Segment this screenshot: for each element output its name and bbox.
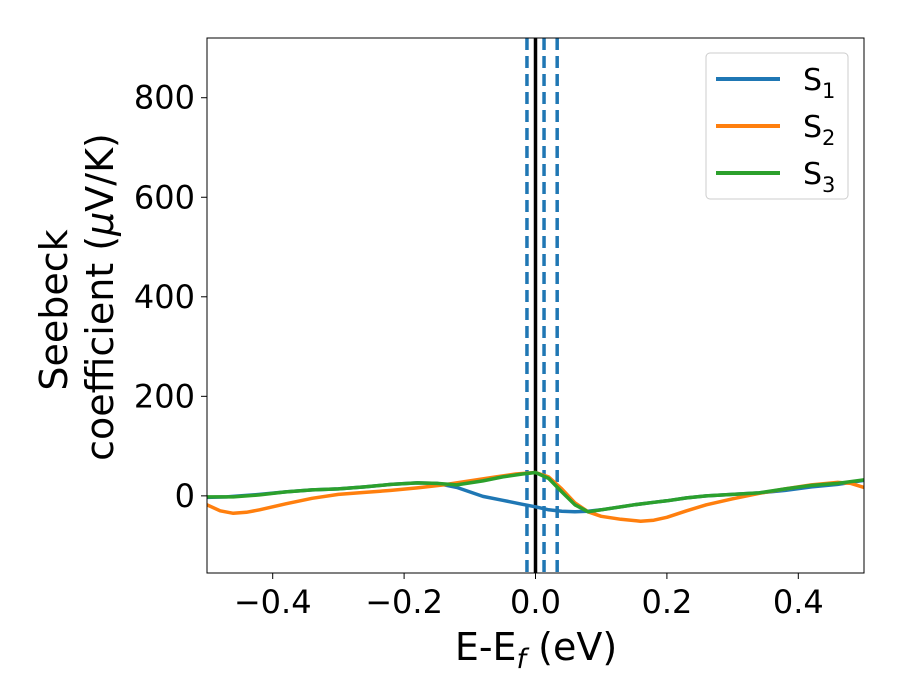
x-tick-label: 0.2 xyxy=(641,583,692,621)
legend-label-2: S2 xyxy=(803,110,835,150)
legend: S1 S2 S3 xyxy=(705,52,849,200)
series-line-3 xyxy=(207,470,864,514)
x-tick-label: 0.4 xyxy=(773,583,824,621)
x-axis-ticks: −0.4 −0.2 0.0 0.2 0.4 xyxy=(234,573,824,621)
y-tick-label: 400 xyxy=(134,278,195,316)
y-tick-label: 200 xyxy=(134,377,195,415)
x-tick-label: 0.0 xyxy=(510,583,561,621)
y-axis-ticks: 0 200 400 600 800 xyxy=(134,79,207,515)
fermi-level-lines xyxy=(525,38,559,573)
legend-label-1: S1 xyxy=(803,63,835,103)
x-tick-label: −0.4 xyxy=(234,583,312,621)
y-tick-label: 600 xyxy=(134,178,195,216)
y-axis-label-line1: Seebeck xyxy=(32,229,76,390)
y-axis-label: Seebeck coefficient (μV/K) xyxy=(32,133,122,461)
x-axis-label: E-Ef (eV) xyxy=(455,625,617,675)
y-tick-label: 0 xyxy=(175,477,195,515)
x-tick-label: −0.2 xyxy=(365,583,443,621)
y-axis-label-line2: coefficient (μV/K) xyxy=(78,133,122,461)
legend-label-3: S3 xyxy=(803,157,835,197)
series-lines xyxy=(207,470,864,523)
y-tick-label: 800 xyxy=(134,79,195,117)
